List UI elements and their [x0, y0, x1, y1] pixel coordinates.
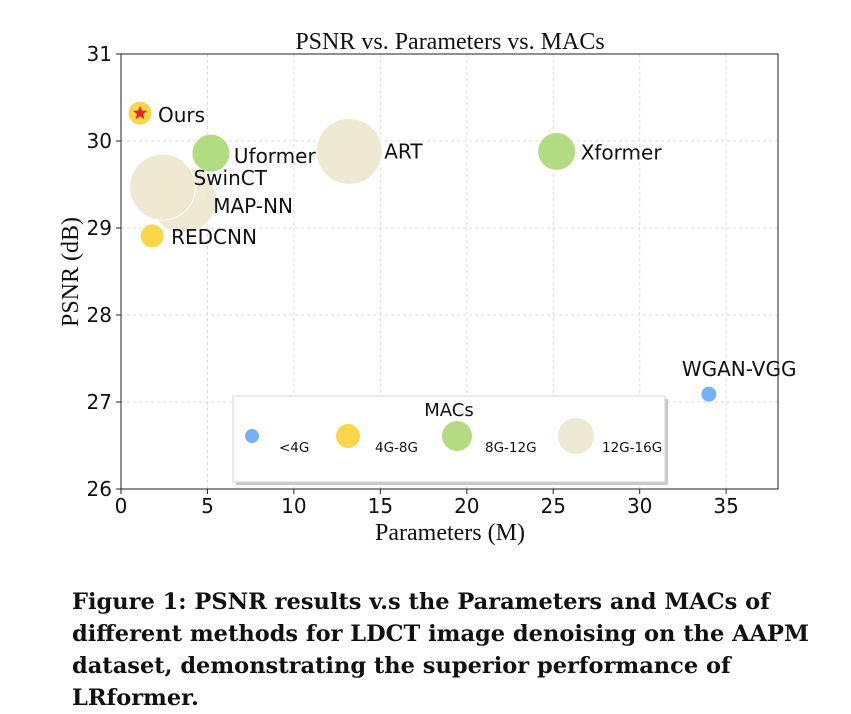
- legend-label: 8G-12G: [485, 440, 537, 456]
- legend-label: 12G-16G: [602, 440, 662, 456]
- point-label-art: ART: [384, 139, 423, 163]
- legend-marker: [336, 424, 360, 448]
- bubble-chart: PSNR vs. Parameters vs. MACs Parameters …: [58, 29, 797, 546]
- y-tick-label: 31: [87, 42, 112, 66]
- point-xformer: [537, 131, 577, 171]
- point-swinct: [128, 153, 196, 221]
- legend-marker: [442, 421, 472, 451]
- y-axis-label: PSNR (dB): [58, 217, 84, 327]
- x-tick-label: 5: [201, 494, 214, 518]
- point-label-ours: Ours: [158, 103, 205, 127]
- x-tick-label: 0: [115, 494, 128, 518]
- y-tick-label: 27: [87, 390, 112, 414]
- point-wgan-vgg: [700, 385, 718, 403]
- y-tick-label: 30: [87, 129, 112, 153]
- point-art: [315, 117, 383, 185]
- x-tick-label: 15: [368, 494, 393, 518]
- x-tick-label: 25: [541, 494, 566, 518]
- point-uformer: [191, 133, 231, 173]
- point-redcnn: [139, 223, 165, 249]
- star-marker: [132, 105, 148, 120]
- y-tick-label: 29: [87, 216, 112, 240]
- legend-marker: [558, 418, 594, 454]
- chart-title: PSNR vs. Parameters vs. MACs: [295, 29, 604, 55]
- point-label-swinct: SwinCT: [193, 166, 267, 190]
- legend-label: 4G-8G: [375, 440, 418, 456]
- legend-title: MACs: [424, 400, 473, 421]
- figure-caption: Figure 1: PSNR results v.s the Parameter…: [72, 589, 809, 711]
- legend: MACs <4G 4G-8G 8G-12G 12G-16G: [232, 395, 668, 485]
- point-label-redcnn: REDCNN: [171, 225, 257, 249]
- point-label-xformer: Xformer: [581, 140, 663, 164]
- x-axis-label: Parameters (M): [375, 520, 525, 546]
- x-tick-label: 35: [713, 494, 738, 518]
- x-tick-label: 10: [281, 494, 306, 518]
- point-label-map-nn: MAP-NN: [213, 194, 293, 218]
- y-tick-label: 28: [87, 303, 112, 327]
- y-tick-label: 26: [87, 477, 112, 501]
- point-label-wgan-vgg: WGAN-VGG: [682, 357, 797, 381]
- legend-label: <4G: [279, 440, 309, 456]
- legend-marker: [245, 429, 259, 443]
- gridlines: [121, 54, 778, 489]
- point-label-uformer: Uformer: [234, 144, 317, 168]
- axis-ticks: 0 5 10 15 20 25 30 35 26 27 28 29 30 31: [87, 42, 739, 518]
- plot-frame: [120, 53, 779, 490]
- x-tick-label: 20: [454, 494, 479, 518]
- x-tick-label: 30: [627, 494, 652, 518]
